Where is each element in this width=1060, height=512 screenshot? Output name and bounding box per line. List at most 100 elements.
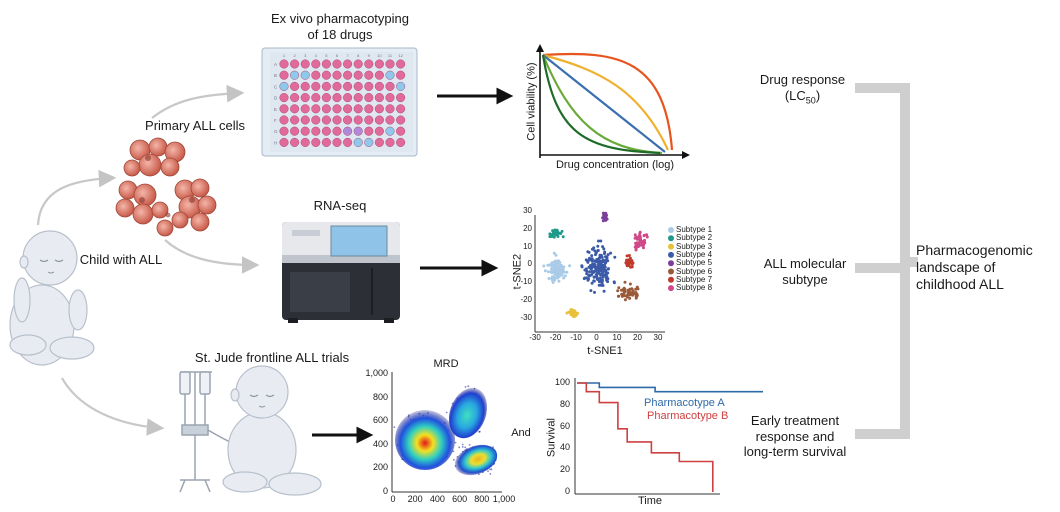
survival-ytick: 40: [559, 442, 570, 453]
tsne-point: [580, 264, 584, 268]
arrow-cells-to-plate: [151, 84, 245, 119]
survival-ytick: 20: [559, 464, 570, 475]
tsne-point: [542, 264, 546, 268]
summary-line2: landscape of: [916, 258, 996, 275]
tsne-xtick: 30: [653, 333, 663, 342]
tsne-point: [586, 260, 590, 264]
tsne-point: [591, 259, 595, 263]
plate-well: [332, 93, 342, 103]
plate-column-label: 8: [357, 53, 360, 58]
plate-well: [321, 59, 331, 69]
tsne-point: [591, 264, 595, 267]
plate-well: [300, 137, 310, 147]
mrd-point: [452, 450, 455, 453]
plate-column-label: 10: [377, 53, 382, 58]
tsne-point: [587, 273, 591, 277]
plate-well: [321, 81, 331, 91]
molecular-line1: ALL molecular: [763, 256, 847, 271]
mrd-point: [464, 386, 467, 388]
tsne-point: [584, 258, 588, 262]
plate-row-label: A: [274, 62, 277, 67]
tsne-point: [589, 273, 593, 277]
plate-well: [343, 126, 353, 136]
tsne-point: [628, 257, 632, 261]
plate-row-label: F: [274, 118, 277, 123]
lc-close: ): [815, 87, 821, 103]
mrd-point: [461, 446, 464, 448]
plate-well: [311, 104, 321, 114]
mrd-point: [393, 426, 396, 428]
plate-column-label: 4: [315, 53, 318, 58]
tsne-point: [598, 267, 602, 271]
tsne-point: [625, 295, 629, 299]
tsne-point: [622, 286, 626, 290]
tsne-point: [623, 298, 627, 302]
tsne-point: [635, 285, 639, 289]
survival-ytick: 100: [554, 377, 570, 387]
survival-ylabel: Survival: [545, 418, 558, 458]
plate-well: [300, 115, 310, 125]
molecular-label: ALL molecular subtype: [740, 256, 870, 287]
tsne-point: [602, 289, 606, 293]
mrd-point: [467, 385, 470, 388]
tsne-legend-label: Subtype 2: [676, 233, 713, 243]
plate-column-label: 11: [388, 53, 393, 58]
plate-well: [300, 70, 310, 80]
plate-well: [279, 59, 289, 69]
mrd-point: [454, 441, 457, 444]
plate-well: [353, 115, 363, 125]
tsne-point: [602, 247, 606, 251]
tsne-points: [542, 211, 649, 318]
tsne-point: [612, 280, 616, 284]
legend-pharmacotype-a: Pharmacotype A: [644, 397, 725, 409]
mrd-point: [464, 446, 467, 449]
tsne-point: [550, 234, 553, 238]
tsne-point: [635, 292, 639, 296]
survival-curve-a: [577, 382, 763, 393]
black-arrows: [312, 87, 514, 444]
plate-well: [279, 137, 289, 147]
tsne-point: [561, 235, 565, 239]
plate-well: [353, 59, 363, 69]
plate-well: [374, 115, 384, 125]
viability-curve: [542, 54, 666, 153]
tsne-point: [556, 276, 559, 280]
plate-well: [290, 81, 300, 91]
tsne-point: [550, 276, 554, 280]
early-line3: long-term survival: [743, 444, 847, 460]
plate-row-label: C: [274, 84, 278, 89]
plate-well: [311, 70, 321, 80]
survival-xlabel: Time: [637, 495, 663, 507]
plate-well: [385, 104, 395, 114]
tsne-ytick: -20: [520, 295, 532, 304]
tsne-point: [553, 278, 557, 282]
tsne-legend-swatch: [668, 276, 674, 283]
tsne-point: [583, 268, 587, 272]
tsne-point: [546, 270, 550, 274]
tsne-point: [604, 255, 607, 259]
mrd-point: [468, 444, 471, 446]
tsne-point: [596, 244, 600, 248]
plate-well: [279, 81, 289, 91]
mrd-plot: [391, 372, 502, 493]
tsne-point: [620, 292, 624, 296]
child-treated-icon: [222, 365, 322, 496]
mrd-point: [489, 468, 491, 471]
tsne-point: [565, 270, 569, 274]
mrd-point: [461, 443, 464, 446]
plate-well: [343, 104, 353, 114]
tsne-point: [589, 289, 593, 293]
plate-well: [385, 126, 395, 136]
tsne-point: [605, 275, 609, 279]
tsne-legend-label: Subtype 5: [676, 258, 713, 268]
plate-well: [300, 126, 310, 136]
tsne-point: [607, 267, 610, 271]
tsne-point: [556, 259, 560, 263]
survival-chart: [574, 378, 763, 495]
plate-well: [332, 104, 342, 114]
plate-well: [332, 115, 342, 125]
tsne-point: [552, 235, 556, 239]
tsne-point: [588, 258, 591, 262]
tsne-point: [601, 263, 605, 267]
tsne-point: [628, 293, 632, 297]
